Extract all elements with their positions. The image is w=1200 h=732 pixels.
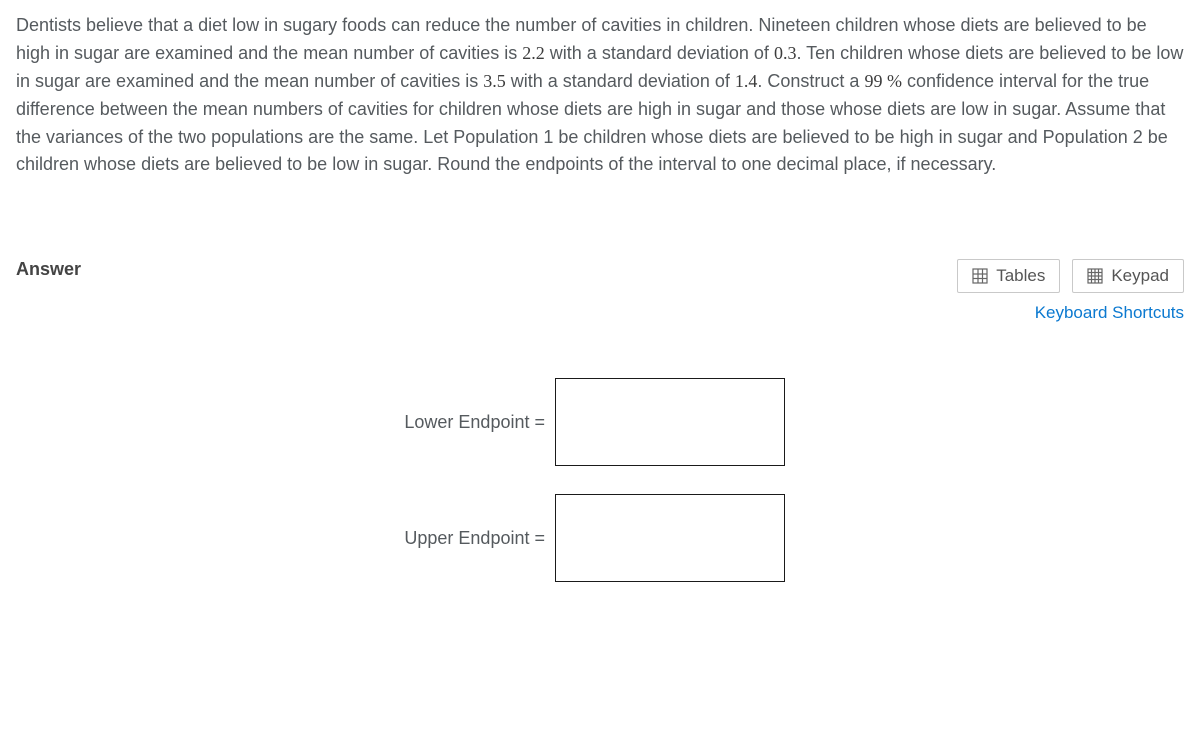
- q-value-mean1: 2.2: [522, 43, 545, 63]
- tools-group: Tables Keypad: [957, 259, 1184, 323]
- answer-header: Answer Tables: [16, 259, 1184, 323]
- tables-button-label: Tables: [996, 266, 1045, 286]
- upper-endpoint-label: Upper Endpoint =: [375, 528, 545, 549]
- q-text-4: with a standard deviation of: [506, 71, 735, 91]
- lower-endpoint-input[interactable]: [555, 378, 785, 466]
- keypad-button[interactable]: Keypad: [1072, 259, 1184, 293]
- tables-button[interactable]: Tables: [957, 259, 1060, 293]
- upper-endpoint-row: Upper Endpoint =: [375, 494, 785, 582]
- tables-icon: [972, 268, 988, 284]
- lower-endpoint-row: Lower Endpoint =: [375, 378, 785, 466]
- endpoint-inputs: Lower Endpoint = Upper Endpoint =: [0, 378, 1184, 582]
- keypad-button-label: Keypad: [1111, 266, 1169, 286]
- q-text-5: . Construct a: [757, 71, 864, 91]
- q-value-mean2: 3.5: [483, 71, 506, 91]
- q-value-sd2: 1.4: [735, 71, 758, 91]
- tools-button-row: Tables Keypad: [957, 259, 1184, 293]
- keypad-icon: [1087, 268, 1103, 284]
- keyboard-shortcuts-link[interactable]: Keyboard Shortcuts: [1035, 303, 1184, 323]
- question-text: Dentists believe that a diet low in suga…: [16, 12, 1184, 179]
- answer-region: Answer Tables: [16, 259, 1184, 582]
- answer-label: Answer: [16, 259, 81, 280]
- q-text-2: with a standard deviation of: [545, 43, 774, 63]
- q-value-sd1: 0.3: [774, 43, 797, 63]
- lower-endpoint-label: Lower Endpoint =: [375, 412, 545, 433]
- upper-endpoint-input[interactable]: [555, 494, 785, 582]
- q-value-confidence: 99 %: [864, 71, 902, 91]
